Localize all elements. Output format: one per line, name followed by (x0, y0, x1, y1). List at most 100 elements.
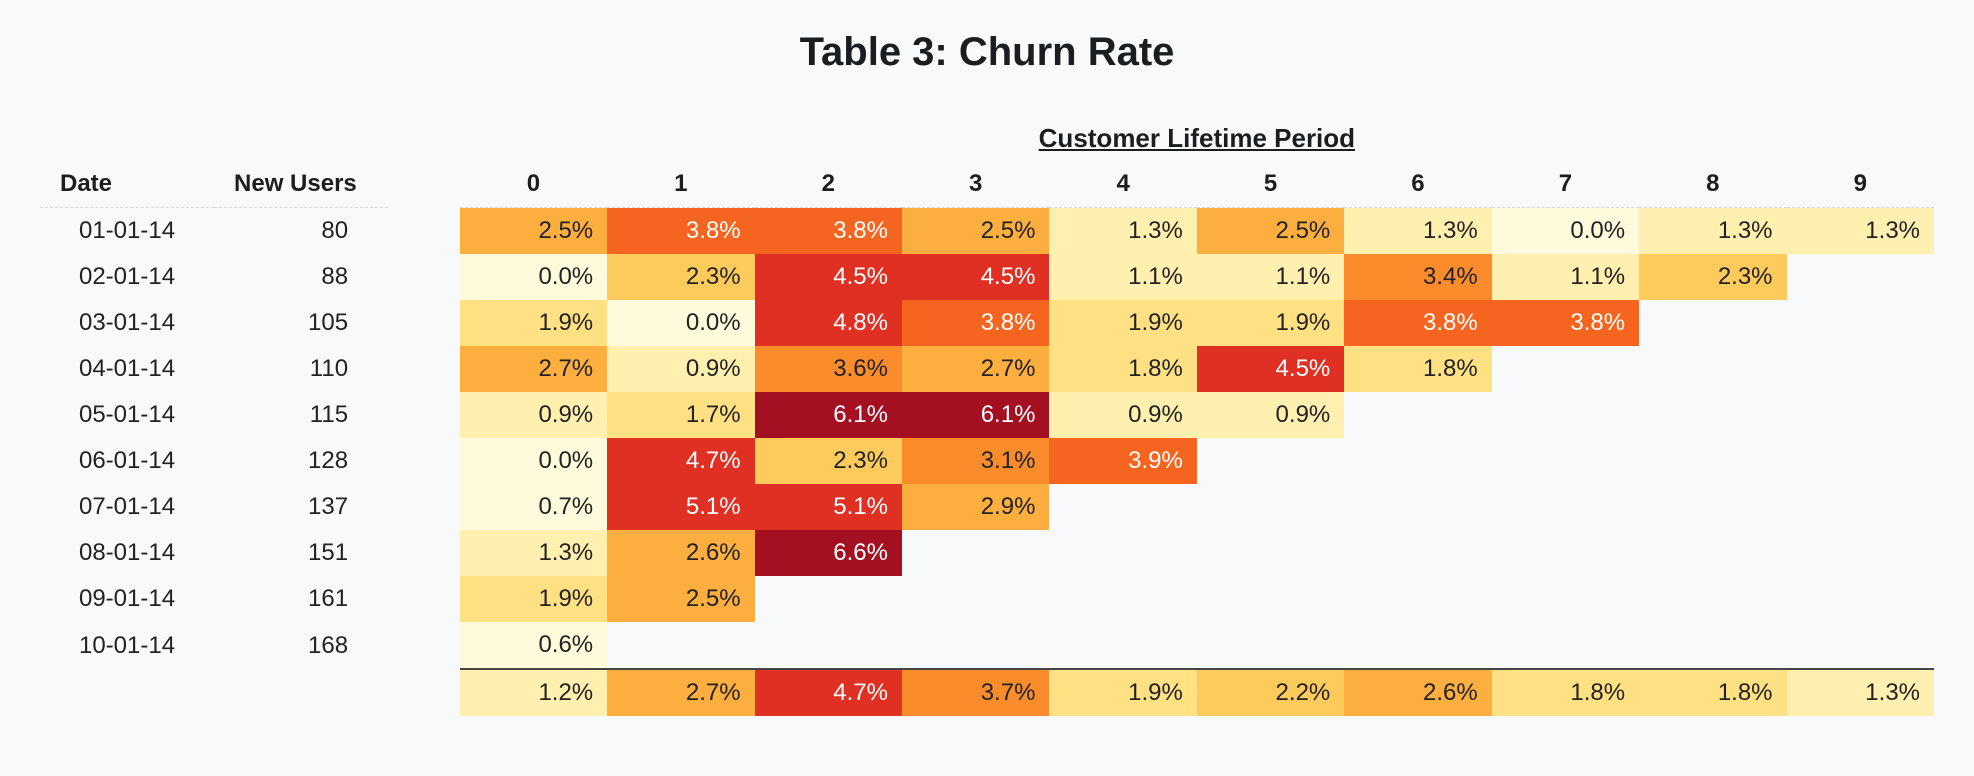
new-users-cell: 80 (214, 208, 388, 255)
heat-cell: 5.1% (607, 484, 754, 530)
heat-cell: 1.1% (1197, 254, 1344, 300)
summary-cell: 1.8% (1492, 669, 1639, 716)
heat-cell: 3.8% (1344, 300, 1491, 346)
summary-cell: 1.8% (1639, 669, 1786, 716)
heat-cell: 6.1% (755, 392, 902, 438)
col-period-header: 4 (1049, 161, 1196, 208)
cohort-heatmap-container: Table 3: Churn Rate Customer Lifetime Pe… (0, 0, 1974, 776)
heat-cell: 1.9% (1049, 300, 1196, 346)
table-row: 03-01-141051.9%0.0%4.8%3.8%1.9%1.9%3.8%3… (40, 300, 1934, 346)
heat-cell: 0.0% (460, 254, 607, 300)
summary-cell: 2.7% (607, 669, 754, 716)
table-row: 06-01-141280.0%4.7%2.3%3.1%3.9% (40, 438, 1934, 484)
heat-cell: 1.9% (460, 300, 607, 346)
col-date-header: Date (40, 161, 214, 208)
date-cell: 09-01-14 (40, 576, 214, 622)
summary-cell: 2.2% (1197, 669, 1344, 716)
heat-cell: 1.1% (1492, 254, 1639, 300)
heat-cell: 0.9% (1197, 392, 1344, 438)
heat-cell: 2.6% (607, 530, 754, 576)
date-cell: 08-01-14 (40, 530, 214, 576)
col-period-header: 1 (607, 161, 754, 208)
subtitle: Customer Lifetime Period (1039, 123, 1355, 153)
heat-cell: 3.8% (902, 300, 1049, 346)
heat-cell: 2.9% (902, 484, 1049, 530)
heat-cell: 0.0% (1492, 208, 1639, 255)
heat-cell: 1.8% (1049, 346, 1196, 392)
heat-cell: 6.6% (755, 530, 902, 576)
heat-cell: 1.3% (1344, 208, 1491, 255)
col-period-header: 0 (460, 161, 607, 208)
col-period-header: 7 (1492, 161, 1639, 208)
header-row: Date New Users 0 1 2 3 4 5 6 7 8 9 (40, 161, 1934, 208)
heat-cell: 2.3% (607, 254, 754, 300)
table-row: 07-01-141370.7%5.1%5.1%2.9% (40, 484, 1934, 530)
date-cell: 02-01-14 (40, 254, 214, 300)
summary-cell: 1.3% (1787, 669, 1934, 716)
heat-cell: 4.7% (607, 438, 754, 484)
summary-row: 1.2%2.7%4.7%3.7%1.9%2.2%2.6%1.8%1.8%1.3% (40, 669, 1934, 716)
summary-cell: 1.9% (1049, 669, 1196, 716)
heat-cell: 3.1% (902, 438, 1049, 484)
heat-cell: 0.9% (607, 346, 754, 392)
heat-cell: 0.0% (460, 438, 607, 484)
heat-cell: 3.8% (1492, 300, 1639, 346)
heat-cell: 1.3% (1639, 208, 1786, 255)
heat-cell: 1.9% (460, 576, 607, 622)
date-cell: 05-01-14 (40, 392, 214, 438)
new-users-cell: 88 (214, 254, 388, 300)
date-cell: 04-01-14 (40, 346, 214, 392)
new-users-cell: 161 (214, 576, 388, 622)
heat-cell: 4.8% (755, 300, 902, 346)
table-row: 08-01-14151 1.3%2.6%6.6% (40, 530, 1934, 576)
heat-cell: 1.3% (1787, 208, 1934, 255)
heat-cell: 1.3% (1049, 208, 1196, 255)
new-users-cell: 128 (214, 438, 388, 484)
heat-cell: 3.4% (1344, 254, 1491, 300)
new-users-cell: 105 (214, 300, 388, 346)
date-cell: 03-01-14 (40, 300, 214, 346)
date-cell: 01-01-14 (40, 208, 214, 255)
col-period-header: 3 (902, 161, 1049, 208)
subtitle-row: Customer Lifetime Period (40, 115, 1934, 161)
summary-cell: 4.7% (755, 669, 902, 716)
table-row: 01-01-14802.5%3.8%3.8%2.5%1.3%2.5%1.3%0.… (40, 208, 1934, 255)
heat-cell: 2.3% (1639, 254, 1786, 300)
heat-cell: 1.9% (1197, 300, 1344, 346)
new-users-cell: 110 (214, 346, 388, 392)
heat-cell: 1.1% (1049, 254, 1196, 300)
heat-cell: 2.5% (607, 576, 754, 622)
table-row: 04-01-141102.7%0.9%3.6%2.7%1.8%4.5%1.8% (40, 346, 1934, 392)
heat-cell: 2.3% (755, 438, 902, 484)
heat-cell: 0.0% (607, 300, 754, 346)
heat-cell: 0.9% (460, 392, 607, 438)
heat-cell: 6.1% (902, 392, 1049, 438)
heat-cell: 3.8% (755, 208, 902, 255)
summary-cell: 3.7% (902, 669, 1049, 716)
new-users-cell: 168 (214, 622, 388, 669)
heat-cell: 4.5% (1197, 346, 1344, 392)
new-users-cell: 137 (214, 484, 388, 530)
col-period-header: 2 (755, 161, 902, 208)
new-users-cell: 115 (214, 392, 388, 438)
heat-cell: 4.5% (755, 254, 902, 300)
heat-cell: 2.7% (902, 346, 1049, 392)
col-period-header: 6 (1344, 161, 1491, 208)
heat-cell: 0.7% (460, 484, 607, 530)
heat-cell: 0.9% (1049, 392, 1196, 438)
col-period-header: 5 (1197, 161, 1344, 208)
heat-cell: 1.7% (607, 392, 754, 438)
new-users-cell: 151 (214, 530, 388, 576)
summary-cell: 1.2% (460, 669, 607, 716)
table-row: 02-01-14880.0%2.3%4.5%4.5%1.1%1.1%3.4%1.… (40, 254, 1934, 300)
table-row: 09-01-14161 1.9%2.5% (40, 576, 1934, 622)
col-period-header: 8 (1639, 161, 1786, 208)
heat-cell: 2.7% (460, 346, 607, 392)
col-users-header: New Users (214, 161, 388, 208)
heat-cell: 1.3% (460, 530, 607, 576)
heat-cell: 3.8% (607, 208, 754, 255)
date-cell: 06-01-14 (40, 438, 214, 484)
heat-cell: 2.5% (1197, 208, 1344, 255)
heat-cell: 1.8% (1344, 346, 1491, 392)
date-cell: 07-01-14 (40, 484, 214, 530)
